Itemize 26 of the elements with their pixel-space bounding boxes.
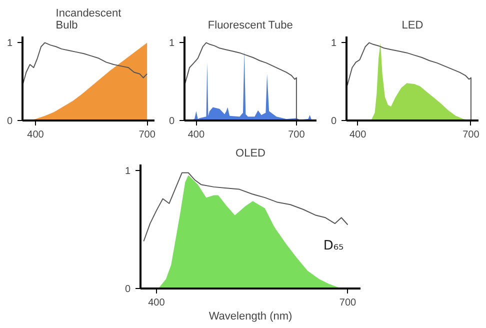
x-tick-label: 400: [188, 130, 205, 140]
x-axis-title: Wavelength (nm): [208, 310, 292, 322]
x-tick-label: 400: [27, 130, 44, 140]
y-tick-label: 0: [124, 284, 131, 295]
x-tick-label: 700: [339, 298, 357, 308]
line-series: [346, 42, 472, 120]
series-label: D₆₅: [323, 238, 344, 254]
y-tick-label: 1: [124, 166, 131, 177]
x-tick-label: 700: [288, 130, 306, 140]
x-tick-label: 400: [349, 130, 367, 140]
chart-title: LED: [402, 20, 424, 32]
x-tick-label: 700: [462, 130, 480, 140]
y-tick-label: 0: [6, 116, 13, 127]
y-tick-label: 1: [168, 38, 175, 50]
y-tick-label: 1: [330, 38, 337, 50]
chart-title: OLED: [236, 148, 266, 160]
chart-title: Incandescent Bulb: [56, 8, 122, 32]
y-tick-label: 0: [330, 116, 337, 127]
y-tick-label: 1: [6, 38, 13, 50]
y-tick-label: 0: [168, 116, 175, 127]
line-series: [22, 42, 148, 86]
chart-title: Fluorescent Tube: [208, 20, 293, 32]
line-series: [184, 42, 297, 120]
x-tick-label: 700: [138, 130, 156, 140]
line-series: [143, 172, 348, 242]
x-tick-label: 400: [148, 298, 166, 308]
